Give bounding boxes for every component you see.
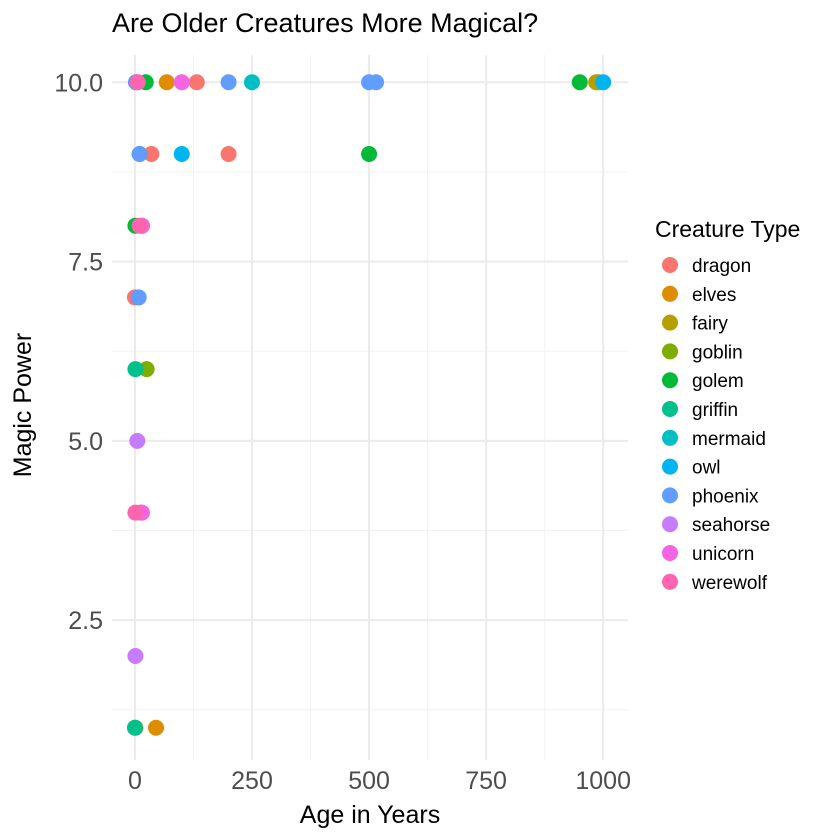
legend-key-golem [662, 372, 678, 389]
point-seahorse [129, 432, 146, 449]
legend-key-elves [662, 285, 678, 302]
legend-key-goblin [662, 343, 678, 360]
point-phoenix [131, 145, 148, 162]
point-griffin [126, 719, 143, 736]
legend-label: golem [692, 371, 744, 392]
point-griffin [127, 361, 144, 378]
legend-key-werewolf [662, 573, 678, 590]
legend-label: seahorse [692, 515, 770, 536]
point-werewolf [129, 74, 146, 91]
y-axis-label: Magic Power [9, 333, 37, 478]
point-phoenix [130, 289, 147, 306]
y-tick-label: 10.0 [54, 69, 103, 97]
legend-label: fairy [692, 314, 728, 335]
point-dragon [220, 145, 237, 162]
legend-label: mermaid [692, 429, 766, 450]
legend-label: phoenix [692, 486, 759, 507]
legend-title: Creature Type [655, 216, 800, 242]
legend-key-dragon [662, 257, 678, 273]
y-tick-label: 2.5 [68, 607, 103, 635]
legend-label: elves [692, 285, 736, 306]
legend-key-phoenix [662, 487, 678, 504]
point-phoenix [368, 74, 385, 91]
point-seahorse [127, 648, 144, 665]
x-tick-label: 1000 [575, 767, 631, 795]
point-elves [158, 74, 175, 91]
legend-key-fairy [662, 314, 678, 331]
point-golem [571, 74, 588, 91]
point-owl [595, 74, 612, 91]
legend-label: unicorn [692, 544, 754, 565]
legend-label: dragon [692, 256, 751, 277]
legend-label: goblin [692, 342, 743, 363]
x-tick-label: 0 [128, 767, 142, 795]
point-werewolf [127, 504, 144, 521]
legend-key-owl [662, 458, 678, 475]
x-tick-label: 250 [231, 767, 273, 795]
x-tick-label: 500 [348, 767, 390, 795]
x-axis-label: Age in Years [300, 801, 440, 829]
legend-label: werewolf [691, 573, 768, 594]
y-tick-label: 7.5 [68, 249, 103, 277]
x-tick-label: 750 [465, 767, 507, 795]
point-dragon [143, 145, 160, 162]
point-dragon [188, 74, 205, 91]
legend-key-mermaid [662, 429, 678, 446]
point-golem [361, 145, 378, 162]
legend-label: griffin [692, 400, 738, 421]
point-phoenix [220, 74, 237, 91]
legend-key-unicorn [662, 545, 678, 561]
legend-key-seahorse [662, 516, 678, 533]
legend-label: owl [692, 458, 721, 479]
point-mermaid [244, 74, 261, 91]
chart-title: Are Older Creatures More Magical? [112, 8, 538, 38]
point-goblin [138, 361, 155, 378]
point-werewolf [131, 217, 148, 234]
y-tick-label: 5.0 [68, 428, 103, 456]
legend-key-griffin [662, 401, 678, 417]
point-elves [148, 719, 165, 736]
point-unicorn [173, 74, 190, 91]
point-owl [173, 145, 190, 162]
